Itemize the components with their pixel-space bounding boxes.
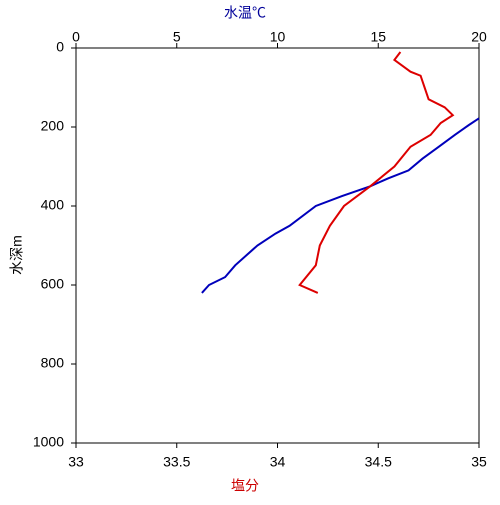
y-tick-label: 1000 — [33, 434, 64, 450]
y-tick-label: 400 — [41, 197, 65, 213]
x2-axis-label: 水温℃ — [224, 5, 266, 21]
x-tick-label: 34 — [270, 454, 286, 470]
x-tick-label: 35 — [471, 454, 487, 470]
y-axis-label: 水深m — [9, 235, 25, 275]
y-tick-label: 800 — [41, 355, 65, 371]
x-tick-label: 33.5 — [163, 454, 190, 470]
x-tick-label: 34.5 — [365, 454, 392, 470]
y-tick-label: 200 — [41, 118, 65, 134]
x2-tick-label: 0 — [72, 29, 80, 45]
x2-tick-label: 15 — [370, 29, 386, 45]
y-tick-label: 0 — [56, 39, 64, 55]
x2-tick-label: 5 — [173, 29, 181, 45]
data-line — [201, 117, 480, 294]
plot-frame — [75, 47, 480, 444]
x-tick-label: 33 — [68, 454, 84, 470]
x2-tick-label: 10 — [270, 29, 286, 45]
y-tick-label: 600 — [41, 276, 65, 292]
x-axis-label: 塩分 — [231, 478, 259, 494]
data-line — [298, 51, 455, 294]
x2-tick-label: 20 — [471, 29, 487, 45]
